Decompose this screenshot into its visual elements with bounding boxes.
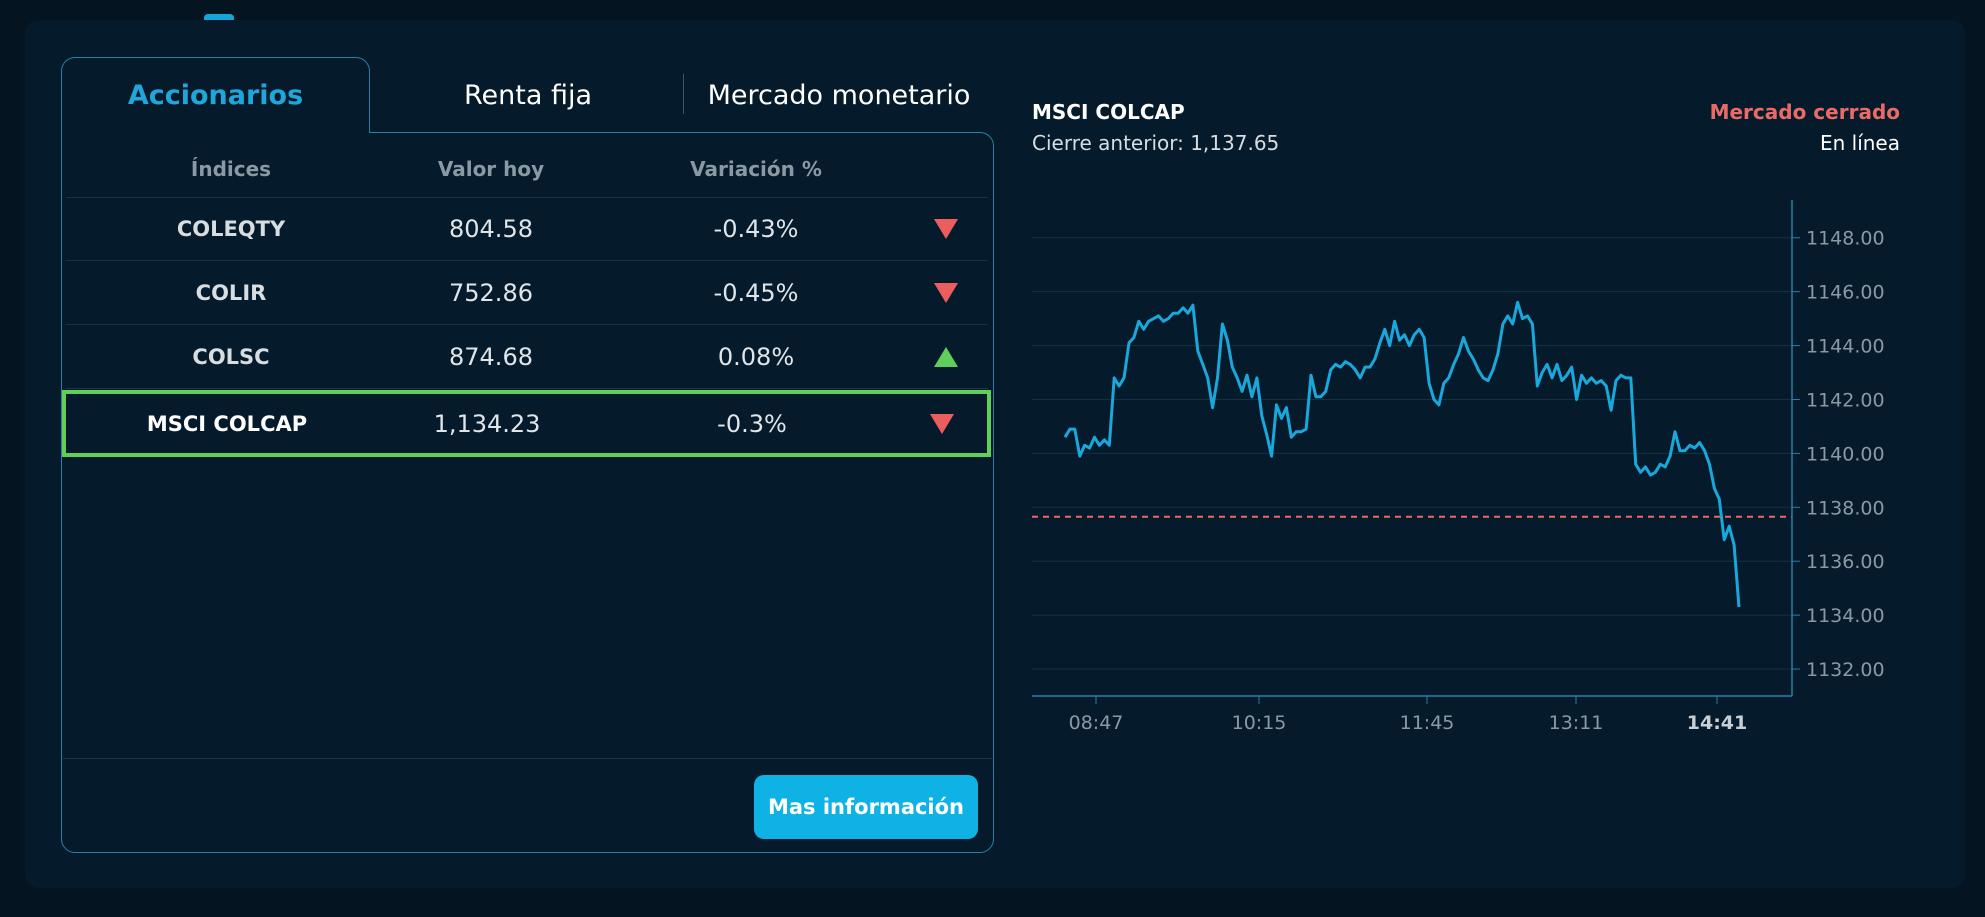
index-name: MSCI COLCAP	[146, 411, 308, 436]
table-row[interactable]: COLEQTY 804.58 -0.43%	[66, 197, 988, 261]
table-footer-divider	[63, 758, 992, 759]
header-indices: Índices	[190, 156, 272, 181]
header-valor-hoy: Valor hoy	[437, 156, 545, 181]
chart-title: MSCI COLCAP	[1032, 100, 1185, 124]
trend-down-icon	[912, 394, 972, 453]
index-name: COLSC	[192, 344, 270, 369]
y-tick-label: 1132.00	[1806, 659, 1885, 681]
more-info-button[interactable]: Mas información	[754, 775, 978, 839]
tab-renta-fija[interactable]: Renta fija	[463, 79, 593, 111]
table-row[interactable]: COLIR 752.86 -0.45%	[66, 261, 988, 325]
index-value: 874.68	[449, 342, 533, 371]
table-row[interactable]: COLSC 874.68 0.08%	[66, 325, 988, 389]
x-tick-label: 13:11	[1549, 712, 1604, 734]
y-tick-label: 1138.00	[1806, 497, 1885, 519]
tab-mercado-monetario[interactable]: Mercado monetario	[707, 79, 971, 111]
y-tick-label: 1142.00	[1806, 389, 1885, 411]
chart-axes: 1132.00 1134.00 1136.00 1138.00 1140.00 1142.…	[1032, 200, 1885, 734]
y-tick-label: 1148.00	[1806, 228, 1885, 250]
index-change: -0.45%	[713, 278, 799, 307]
header-variacion: Variación %	[690, 156, 822, 181]
x-tick-label: 10:15	[1232, 712, 1287, 734]
chart-grid	[1032, 237, 1792, 670]
table-row-selected[interactable]: MSCI COLCAP 1,134.23 -0.3%	[62, 390, 991, 457]
index-value: 752.86	[449, 278, 533, 307]
index-value: 1,134.23	[433, 409, 541, 438]
tab-accionarios[interactable]: Accionarios	[61, 57, 370, 133]
y-tick-label: 1134.00	[1806, 605, 1885, 627]
index-name: COLEQTY	[176, 216, 286, 241]
previous-close: Cierre anterior: 1,137.65	[1032, 131, 1280, 155]
trend-down-icon	[916, 261, 976, 324]
tab-divider	[683, 74, 684, 114]
trend-up-icon	[916, 325, 976, 388]
index-name: COLIR	[195, 280, 267, 305]
index-change: 0.08%	[717, 342, 795, 371]
x-tick-label: 11:45	[1400, 712, 1455, 734]
y-tick-label: 1146.00	[1806, 282, 1885, 304]
price-series-line	[1063, 300, 1741, 608]
y-tick-label: 1136.00	[1806, 551, 1885, 573]
top-indicator	[204, 14, 234, 24]
trend-down-icon	[916, 197, 976, 260]
x-tick-label: 14:41	[1687, 712, 1747, 734]
index-value: 804.58	[449, 214, 533, 243]
table-header: Índices Valor hoy Variación %	[66, 140, 988, 198]
x-tick-label: 08:47	[1069, 712, 1124, 734]
index-change: -0.3%	[717, 409, 787, 438]
market-status: Mercado cerrado	[1709, 100, 1900, 124]
index-change: -0.43%	[713, 214, 799, 243]
y-tick-label: 1140.00	[1806, 443, 1885, 465]
indices-table	[61, 132, 994, 853]
y-tick-label: 1144.00	[1806, 336, 1885, 358]
connection-status: En línea	[1819, 131, 1900, 155]
tab-connector	[62, 131, 369, 135]
